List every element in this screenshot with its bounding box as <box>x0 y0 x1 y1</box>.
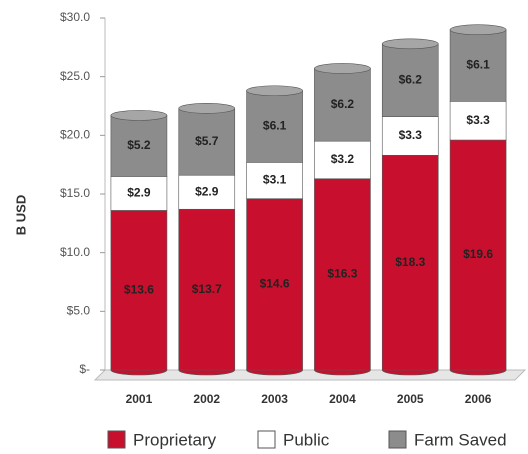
value-label: $5.2 <box>127 138 151 152</box>
y-tick-label: $20.0 <box>60 128 90 142</box>
value-label: $16.3 <box>327 267 357 281</box>
x-tick-label: 2005 <box>397 392 424 406</box>
x-tick-label: 2003 <box>261 392 288 406</box>
x-tick-label: 2006 <box>465 392 492 406</box>
y-tick-label: $5.0 <box>67 304 91 318</box>
legend-swatch <box>107 430 126 449</box>
value-label: $5.7 <box>195 134 219 148</box>
value-label: $14.6 <box>260 277 290 291</box>
legend-label: Farm Saved <box>414 430 507 449</box>
x-tick-label: 2004 <box>329 392 356 406</box>
bar-cap <box>178 103 236 114</box>
bar-segment <box>381 154 439 371</box>
bar-segment <box>178 208 236 371</box>
bar-segment <box>449 29 507 102</box>
legend-label: Proprietary <box>133 430 217 449</box>
bar-segment <box>314 178 371 371</box>
legend-swatch <box>257 430 276 449</box>
value-label: $6.1 <box>466 58 490 72</box>
bar-segment <box>381 43 439 117</box>
legend-label: Public <box>283 430 330 449</box>
value-label: $3.2 <box>331 152 355 166</box>
value-label: $3.3 <box>399 128 423 142</box>
value-label: $2.9 <box>127 186 151 200</box>
bar-segment <box>246 90 303 163</box>
bar-cap <box>110 110 168 121</box>
bar-segment <box>449 101 507 141</box>
value-label: $6.1 <box>263 119 287 133</box>
x-tick-label: 2001 <box>126 392 153 406</box>
x-tick-label: 2002 <box>193 392 220 406</box>
value-label: $13.6 <box>124 282 154 296</box>
value-label: $3.1 <box>263 173 287 187</box>
bar-cap <box>381 38 439 50</box>
y-tick-label: $15.0 <box>60 186 90 200</box>
bar-segment <box>314 68 371 142</box>
value-label: $2.9 <box>195 184 219 198</box>
legend-swatch <box>388 430 407 449</box>
value-label: $13.7 <box>192 282 222 296</box>
y-tick-label: $10.0 <box>60 245 90 259</box>
value-label: $6.2 <box>331 97 355 111</box>
value-label: $19.6 <box>463 247 493 261</box>
bar-cap <box>314 63 371 74</box>
bar-cap <box>246 85 303 97</box>
value-label: $3.3 <box>466 113 490 127</box>
value-label: $18.3 <box>395 255 425 269</box>
bar-segment <box>178 108 236 176</box>
y-tick-label: $- <box>79 362 90 376</box>
y-axis-title: B USD <box>13 195 28 235</box>
bar-segment <box>449 139 507 371</box>
y-tick-label: $25.0 <box>60 69 90 83</box>
bar-segment <box>246 162 303 199</box>
bar-segment <box>246 198 303 371</box>
y-tick-label: $30.0 <box>60 10 90 24</box>
bar-cap <box>449 24 507 36</box>
bar-segment <box>381 116 439 156</box>
value-label: $6.2 <box>399 72 423 86</box>
bar-segment <box>314 140 371 180</box>
